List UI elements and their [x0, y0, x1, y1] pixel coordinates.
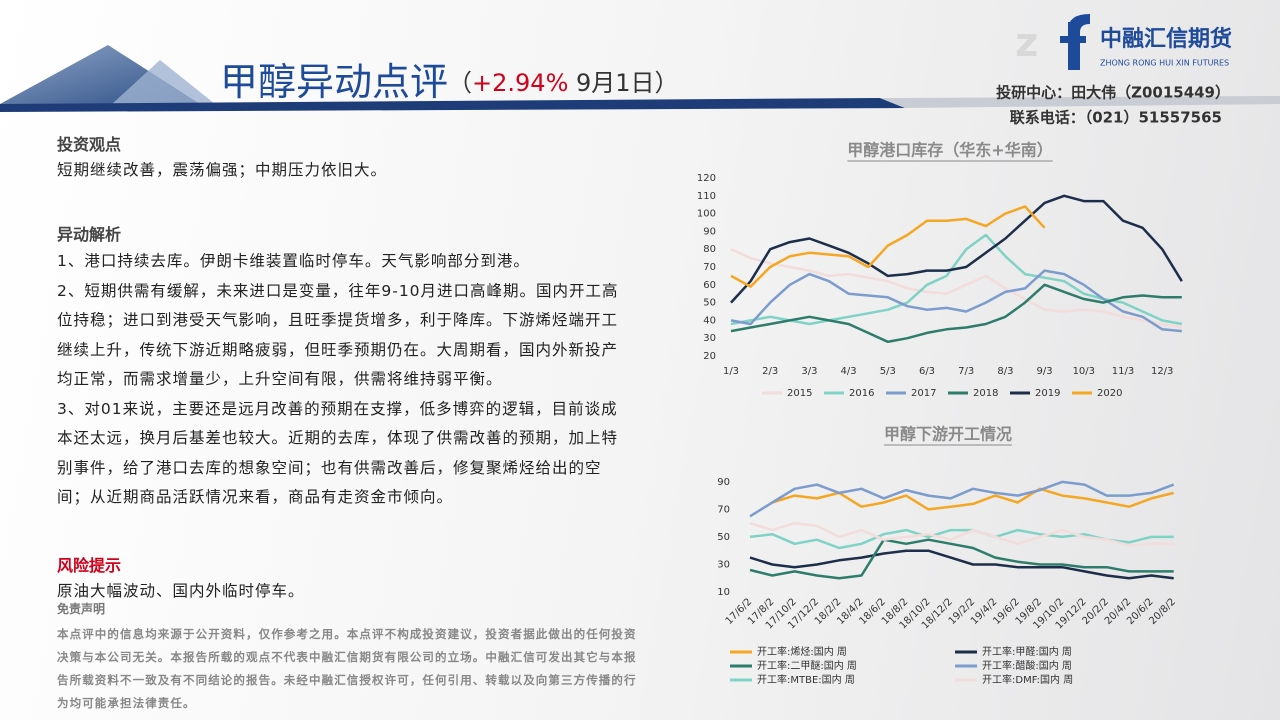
x-tick-label: 7/3 — [958, 366, 974, 377]
x-tick-label: 8/3 — [997, 366, 1013, 377]
paragraph: 2、短期供需有缓解，未来进口是变量，往年9-10月进口高峰期。国内开工高位持稳；… — [57, 281, 619, 389]
text: 短期继续改善，震荡偏强；中期压力依旧大。 — [57, 161, 388, 179]
title: 甲醇异动点评（+2.94% 9月1日） — [220, 60, 679, 104]
logo-english: ZHONG RONG HUI XIN FUTURES — [1100, 59, 1229, 68]
heading: 免责声明 — [57, 602, 106, 616]
paragraphs: 1、港口持续去库。伊朗卡维装置临时停车。天气影响部分到港。 2、短期供需有缓解，… — [57, 247, 622, 513]
y-tick-label: 50 — [703, 298, 716, 309]
x-tick-label: 10/3 — [1073, 366, 1095, 377]
heading: 投资观点 — [57, 135, 122, 154]
y-tick-label: 20 — [703, 351, 716, 362]
series-line — [771, 487, 1174, 511]
title-open: （ — [448, 69, 472, 97]
header-bar-end — [880, 96, 1280, 108]
legend-label: 2019 — [1035, 388, 1060, 399]
x-tick-label: 9/3 — [1037, 366, 1053, 377]
x-tick-label: 5/3 — [880, 366, 896, 377]
legend-label: 2015 — [787, 388, 812, 399]
legend-label: 2016 — [849, 388, 874, 399]
x-tick-label: 6/3 — [919, 366, 935, 377]
y-tick-label: 10 — [717, 587, 730, 598]
title-date: 9月1日 — [568, 69, 654, 97]
x-tick-label: 2/3 — [762, 366, 778, 377]
y-tick-label: 70 — [717, 504, 730, 515]
y-tick-label: 110 — [697, 191, 716, 202]
series-line — [749, 538, 1174, 580]
x-tick-label: 3/3 — [801, 366, 817, 377]
disclaimer: 本点评中的信息均来源于公开资料，仅作参考之用。本点评不构成投资建议，投资者据此做… — [57, 627, 637, 710]
heading: 异动解析 — [57, 225, 122, 244]
y-tick-label: 30 — [717, 559, 730, 570]
title-close: ） — [655, 69, 679, 97]
series-line — [730, 205, 1046, 288]
series-line — [730, 248, 1183, 329]
y-tick-label: 90 — [703, 226, 716, 237]
series-line — [730, 194, 1183, 304]
legend-label: 2017 — [911, 388, 936, 399]
title-change: +2.94% — [472, 69, 568, 97]
header-bar — [0, 98, 905, 112]
y-tick-label: 80 — [703, 244, 716, 255]
x-tick-label: 1/3 — [723, 366, 739, 377]
paragraph: 1、港口持续去库。伊朗卡维装置临时停车。天气影响部分到港。 — [57, 252, 530, 270]
y-tick-label: 70 — [703, 262, 716, 273]
svg-text:z: z — [1015, 20, 1038, 66]
series-line — [749, 521, 1174, 547]
series-line — [730, 283, 1182, 344]
y-tick-label: 50 — [717, 532, 730, 543]
legend-label: 开工率:MTBE:国内 周 — [757, 673, 855, 686]
series-line — [749, 480, 1175, 518]
legend-label: 开工率:烯烃:国内 周 — [757, 645, 847, 658]
heading: 风险提示 — [57, 556, 122, 575]
y-tick-label: 30 — [703, 333, 716, 344]
y-tick-label: 60 — [703, 280, 716, 291]
series-line — [749, 549, 1174, 580]
y-tick-label: 120 — [697, 173, 716, 184]
y-tick-label: 40 — [703, 315, 716, 326]
legend-label: 2018 — [973, 388, 998, 399]
chart-title: 甲醇港口库存（华东+华南） — [847, 141, 1052, 160]
legend-label: 开工率:二甲醚:国内 周 — [757, 659, 857, 672]
legend-label: 开工率:甲醛:国内 周 — [982, 645, 1072, 658]
contact: 投研中心：田大伟（Z0015449） — [996, 84, 1230, 102]
logo-name: 中融汇信期货 — [1100, 26, 1232, 52]
logo-mark: z — [1015, 14, 1090, 70]
header-triangle — [112, 60, 215, 104]
x-tick-label: 4/3 — [841, 366, 857, 377]
x-tick-label: 11/3 — [1112, 366, 1134, 377]
chart-title: 甲醇下游开工情况 — [884, 425, 1012, 444]
legend-label: 开工率:DMF:国内 周 — [982, 673, 1073, 686]
series-line — [730, 233, 1183, 326]
title-text: 甲醇异动点评 — [220, 60, 448, 104]
contact: 联系电话：（021）51557565 — [1010, 109, 1222, 127]
legend-label: 2020 — [1097, 388, 1122, 399]
y-tick-label: 90 — [717, 477, 730, 488]
x-tick-label: 12/3 — [1151, 366, 1173, 377]
paragraph: 3、对01来说，主要还是远月改善的预期在支撑，低多博弈的逻辑，目前谈成本还太远，… — [57, 399, 619, 507]
y-tick-label: 100 — [697, 209, 716, 220]
text: 原油大幅波动、国内外临时停车。 — [57, 582, 305, 600]
legend-label: 开工率:醋酸:国内 周 — [982, 659, 1072, 672]
